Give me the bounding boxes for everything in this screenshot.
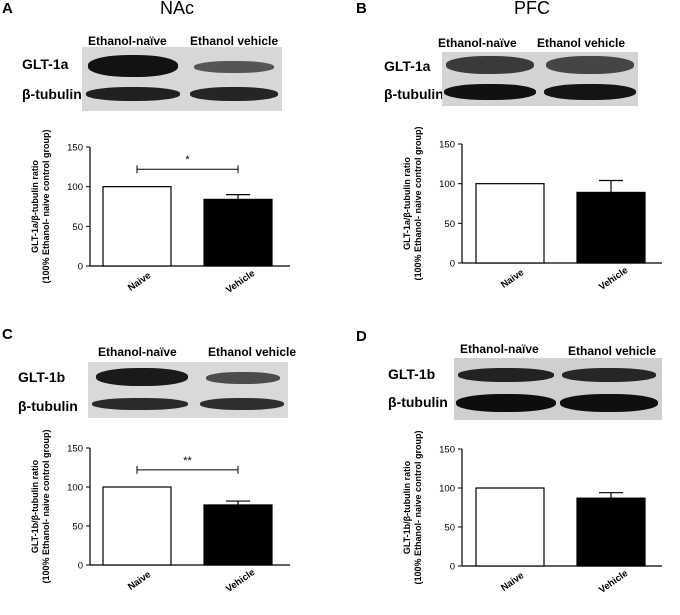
x-tick-label: Naive	[499, 267, 526, 291]
significance-marker: **	[183, 455, 192, 467]
band-label-loading: β-tubulin	[18, 398, 78, 414]
band-label-target: GLT-1a	[384, 58, 431, 74]
y-tick-label: 50	[444, 523, 455, 534]
panel-letter: A	[2, 0, 13, 17]
panel-a: A NAc Ethanol-naïve Ethanol vehicle GLT-…	[0, 0, 340, 307]
band-glt1b-vehicle	[562, 368, 656, 382]
bar-vehicle	[576, 497, 646, 567]
band-label-target: GLT-1b	[388, 366, 436, 382]
y-tick-label: 100	[439, 179, 455, 190]
bar-vehicle	[576, 191, 646, 264]
x-tick-label: Vehicle	[224, 268, 257, 296]
y-tick-label: 100	[67, 182, 83, 193]
lane-label-naive: Ethanol-naïve	[98, 345, 177, 359]
bar-chart: 0 50 100 150 GLT-1a/β-tubulin ratio (100% Eth…	[30, 129, 290, 296]
y-tick-label: 50	[72, 522, 83, 533]
y-tick-label: 0	[78, 561, 83, 572]
band-tubulin-vehicle	[200, 398, 284, 410]
bar-naive	[475, 487, 545, 567]
bar-naive	[475, 183, 545, 264]
panel-letter: C	[2, 326, 13, 343]
band-label-target: GLT-1a	[22, 56, 69, 72]
y-tick-label: 100	[67, 483, 83, 494]
band-label-target: GLT-1b	[18, 369, 66, 385]
lane-label-vehicle: Ethanol vehicle	[568, 344, 657, 358]
lane-label-vehicle: Ethanol vehicle	[190, 34, 279, 48]
y-axis-label: (100% Ethanol- naive control group)	[413, 430, 423, 584]
panel-b: B PFC Ethanol-naïve Ethanol vehicle GLT-…	[340, 0, 680, 307]
y-tick-label: 0	[450, 259, 455, 270]
panel-c: C Ethanol-naïve Ethanol vehicle GLT-1b β…	[0, 308, 340, 615]
y-tick-label: 150	[67, 143, 83, 154]
lane-label-vehicle: Ethanol vehicle	[537, 36, 626, 50]
panel-d: D Ethanol-naïve Ethanol vehicle GLT-1b β…	[340, 308, 680, 615]
band-label-loading: β-tubulin	[384, 86, 444, 102]
y-axis-label: (100% Ethanol- naive control group)	[41, 129, 51, 283]
region-title: NAc	[160, 0, 195, 18]
lane-label-naive: Ethanol-naïve	[88, 34, 167, 48]
western-blot-image	[454, 358, 662, 420]
bar-chart: 0 50 100 150 GLT-1a/β-tubulin ratio (100% Eth…	[402, 126, 662, 293]
bar-vehicle	[203, 198, 273, 267]
lane-label-naive: Ethanol-naïve	[460, 342, 539, 356]
y-axis-label: GLT-1b/β-tubulin ratio	[402, 460, 412, 554]
y-axis-label: GLT-1b/β-tubulin ratio	[30, 459, 40, 553]
bar-chart: 0 50 100 150 GLT-1b/β-tubulin ratio (100% Eth…	[30, 429, 290, 595]
x-tick-label: Naive	[126, 270, 153, 294]
band-tubulin-naive	[456, 394, 556, 412]
y-tick-label: 50	[72, 222, 83, 233]
band-glt1b-naive	[96, 368, 188, 386]
y-axis-label: GLT-1a/β-tubulin ratio	[402, 157, 412, 250]
band-tubulin-naive	[444, 84, 536, 100]
band-label-loading: β-tubulin	[22, 86, 82, 102]
y-axis-label: (100% Ethanol- naive control group)	[413, 126, 423, 280]
band-tubulin-naive	[92, 398, 188, 410]
band-tubulin-naive	[86, 87, 180, 101]
bar-chart: 0 50 100 150 GLT-1b/β-tubulin ratio (100% Eth…	[402, 430, 662, 596]
western-blot-image	[442, 52, 638, 106]
x-tick-label: Vehicle	[597, 265, 630, 293]
bar-naive	[102, 486, 172, 566]
band-tubulin-vehicle	[560, 394, 658, 412]
bar-vehicle	[203, 504, 273, 566]
y-tick-label: 150	[439, 445, 455, 456]
y-tick-label: 100	[439, 484, 455, 495]
x-tick-label: Vehicle	[597, 568, 630, 596]
significance-marker: *	[185, 154, 190, 166]
band-label-loading: β-tubulin	[388, 394, 448, 410]
band-glt1a-naive	[88, 55, 178, 77]
western-blot-image	[82, 47, 282, 111]
lane-label-vehicle: Ethanol vehicle	[208, 345, 297, 359]
y-tick-label: 150	[439, 140, 455, 151]
x-tick-label: Naive	[126, 569, 153, 593]
panel-letter: D	[356, 328, 367, 345]
band-glt1a-vehicle	[194, 61, 274, 73]
y-axis-label: GLT-1a/β-tubulin ratio	[30, 160, 40, 253]
y-tick-label: 0	[78, 262, 83, 273]
band-glt1b-vehicle	[206, 372, 280, 384]
panel-letter: B	[356, 0, 367, 17]
bar-naive	[102, 186, 172, 267]
band-tubulin-vehicle	[190, 87, 278, 101]
band-glt1a-vehicle	[546, 56, 634, 74]
y-axis-label: (100% Ethanol- naive control group)	[41, 429, 51, 583]
band-glt1a-naive	[446, 56, 534, 74]
y-tick-label: 0	[450, 562, 455, 573]
x-tick-label: Vehicle	[224, 567, 257, 595]
y-tick-label: 50	[444, 219, 455, 230]
x-tick-label: Naive	[499, 570, 526, 594]
region-title: PFC	[514, 0, 550, 18]
band-tubulin-vehicle	[544, 84, 636, 100]
band-glt1b-naive	[458, 368, 554, 382]
y-tick-label: 150	[67, 444, 83, 455]
western-blot-image	[88, 362, 288, 418]
lane-label-naive: Ethanol-naïve	[438, 36, 517, 50]
